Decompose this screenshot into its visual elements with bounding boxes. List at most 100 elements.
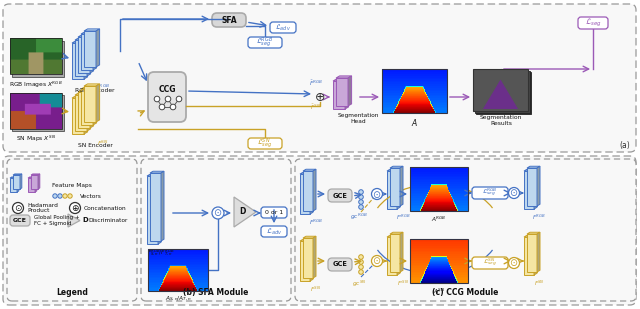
Polygon shape: [20, 174, 22, 189]
Text: (a): (a): [620, 141, 630, 150]
Text: $gc^{RGB}$: $gc^{RGB}$: [350, 212, 368, 222]
Polygon shape: [78, 92, 90, 128]
Polygon shape: [527, 232, 540, 234]
Polygon shape: [13, 174, 22, 175]
FancyBboxPatch shape: [261, 226, 287, 237]
Polygon shape: [147, 176, 158, 244]
Circle shape: [371, 256, 383, 266]
Text: $\mathcal{L}_{seg}$: $\mathcal{L}_{seg}$: [585, 17, 602, 29]
Circle shape: [165, 96, 171, 102]
Polygon shape: [68, 214, 80, 227]
Polygon shape: [303, 171, 313, 211]
Polygon shape: [72, 98, 84, 134]
FancyBboxPatch shape: [212, 13, 246, 27]
Polygon shape: [90, 90, 93, 128]
Polygon shape: [35, 177, 36, 192]
Polygon shape: [483, 79, 518, 109]
Polygon shape: [75, 93, 91, 95]
Polygon shape: [78, 90, 93, 92]
Polygon shape: [10, 177, 19, 178]
Polygon shape: [345, 79, 349, 109]
FancyBboxPatch shape: [261, 207, 287, 218]
Polygon shape: [524, 169, 537, 171]
Polygon shape: [147, 174, 161, 176]
Bar: [12, 41, 64, 77]
Polygon shape: [28, 178, 35, 192]
Circle shape: [358, 190, 364, 194]
Circle shape: [358, 270, 364, 274]
Text: SN Encoder: SN Encoder: [77, 143, 113, 148]
Polygon shape: [527, 166, 540, 168]
Polygon shape: [75, 40, 87, 76]
Text: $gc^{SN}$: $gc^{SN}$: [351, 279, 366, 289]
Bar: [410, 167, 468, 211]
Polygon shape: [336, 76, 351, 78]
Polygon shape: [333, 79, 349, 81]
Polygon shape: [336, 78, 348, 106]
Polygon shape: [390, 166, 403, 168]
Text: $A^{RGB}$: $A^{RGB}$: [431, 215, 447, 224]
Circle shape: [358, 205, 364, 209]
Polygon shape: [72, 96, 88, 98]
Circle shape: [176, 96, 182, 102]
Text: $F^{SN}$: $F^{SN}$: [97, 139, 109, 148]
Text: $F^{RGB}$: $F^{RGB}$: [532, 213, 546, 222]
Circle shape: [509, 257, 520, 269]
Text: $\mathcal{L}^{SN}_{seg}$: $\mathcal{L}^{SN}_{seg}$: [483, 257, 497, 269]
Polygon shape: [524, 171, 534, 209]
Circle shape: [358, 255, 364, 259]
Text: $\odot$: $\odot$: [13, 203, 22, 213]
Polygon shape: [310, 239, 313, 281]
Polygon shape: [28, 177, 36, 178]
Polygon shape: [93, 87, 97, 125]
Text: (b) SFA Module: (b) SFA Module: [183, 288, 249, 297]
Text: $\odot$: $\odot$: [372, 188, 381, 200]
Polygon shape: [84, 41, 88, 79]
Text: SN Maps $X^{SN}$: SN Maps $X^{SN}$: [16, 134, 56, 144]
FancyBboxPatch shape: [578, 17, 608, 29]
Polygon shape: [31, 174, 40, 175]
FancyBboxPatch shape: [328, 258, 352, 271]
Text: GCE: GCE: [333, 261, 348, 268]
Polygon shape: [90, 35, 93, 73]
Polygon shape: [81, 89, 93, 125]
Text: GCE: GCE: [333, 193, 348, 198]
Polygon shape: [84, 31, 96, 67]
Polygon shape: [537, 166, 540, 206]
Circle shape: [371, 188, 383, 200]
Circle shape: [170, 104, 176, 110]
Bar: [473, 69, 528, 111]
Polygon shape: [534, 169, 537, 209]
Polygon shape: [397, 235, 400, 275]
FancyBboxPatch shape: [295, 159, 636, 301]
Polygon shape: [150, 171, 164, 173]
Text: Segmentation
Results: Segmentation Results: [480, 115, 522, 126]
Polygon shape: [87, 93, 91, 131]
Polygon shape: [300, 172, 313, 174]
Polygon shape: [96, 84, 100, 122]
Text: Vectors: Vectors: [80, 193, 102, 198]
Text: $\oplus$: $\oplus$: [70, 203, 79, 213]
Text: RGB Images $X^{RGB}$: RGB Images $X^{RGB}$: [9, 80, 63, 90]
Polygon shape: [537, 232, 540, 272]
Polygon shape: [333, 81, 345, 109]
Polygon shape: [31, 175, 38, 189]
Polygon shape: [38, 174, 40, 189]
Text: Feature Maps: Feature Maps: [52, 183, 92, 188]
FancyBboxPatch shape: [141, 159, 291, 301]
Circle shape: [358, 260, 364, 264]
Polygon shape: [234, 197, 256, 227]
Polygon shape: [303, 236, 316, 238]
Circle shape: [58, 194, 62, 198]
FancyBboxPatch shape: [3, 156, 636, 305]
Circle shape: [509, 188, 520, 198]
Text: $\odot$: $\odot$: [213, 208, 223, 218]
Polygon shape: [161, 171, 164, 241]
Bar: [148, 249, 208, 291]
Polygon shape: [87, 38, 91, 76]
FancyBboxPatch shape: [248, 37, 282, 48]
Polygon shape: [150, 173, 161, 241]
Text: (c) CCG Module: (c) CCG Module: [432, 288, 498, 297]
Polygon shape: [387, 169, 400, 171]
Polygon shape: [158, 174, 161, 244]
